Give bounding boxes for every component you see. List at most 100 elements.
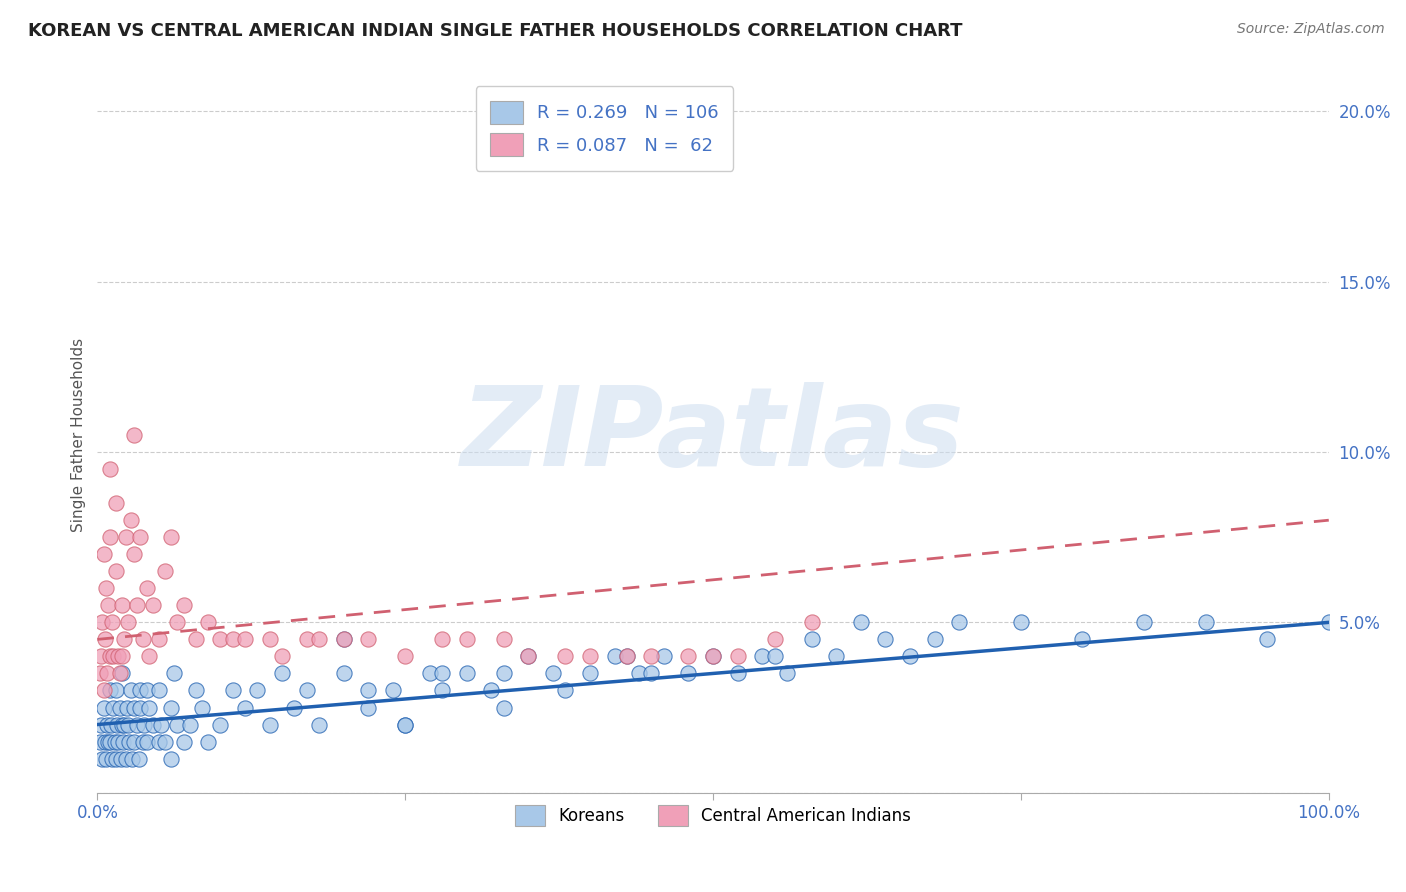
Point xyxy=(117,717,139,731)
Point xyxy=(115,700,138,714)
Point xyxy=(197,734,219,748)
Point xyxy=(114,717,136,731)
Point xyxy=(124,547,146,561)
Point xyxy=(96,717,118,731)
Point xyxy=(138,700,160,714)
Point xyxy=(166,615,188,630)
Point xyxy=(246,683,269,698)
Point xyxy=(1010,615,1032,630)
Point xyxy=(197,615,219,630)
Point xyxy=(110,751,132,765)
Point xyxy=(678,666,700,681)
Point xyxy=(90,649,112,664)
Point xyxy=(209,632,232,647)
Point xyxy=(616,649,638,664)
Point xyxy=(554,649,576,664)
Point xyxy=(800,632,823,647)
Point xyxy=(107,649,129,664)
Point xyxy=(125,599,148,613)
Point xyxy=(97,734,120,748)
Point xyxy=(120,513,142,527)
Point xyxy=(89,734,111,748)
Point xyxy=(93,547,115,561)
Point xyxy=(751,649,773,664)
Point xyxy=(430,683,453,698)
Point xyxy=(96,666,118,681)
Point xyxy=(153,564,176,578)
Point xyxy=(295,632,318,647)
Point xyxy=(184,683,207,698)
Point xyxy=(129,530,152,544)
Point xyxy=(135,582,157,596)
Point xyxy=(132,734,155,748)
Point xyxy=(727,649,749,664)
Point xyxy=(209,717,232,731)
Point xyxy=(456,666,478,681)
Point xyxy=(111,717,134,731)
Point xyxy=(271,666,294,681)
Point xyxy=(104,683,127,698)
Point xyxy=(98,530,121,544)
Point xyxy=(98,462,121,476)
Point xyxy=(295,683,318,698)
Point xyxy=(875,632,897,647)
Point xyxy=(800,615,823,630)
Point xyxy=(456,632,478,647)
Point xyxy=(652,649,675,664)
Point xyxy=(114,632,136,647)
Point xyxy=(148,683,170,698)
Point xyxy=(134,717,156,731)
Point xyxy=(727,666,749,681)
Point xyxy=(100,717,122,731)
Point xyxy=(142,717,165,731)
Point xyxy=(222,683,245,698)
Point xyxy=(259,717,281,731)
Point xyxy=(150,717,173,731)
Point xyxy=(112,734,135,748)
Point xyxy=(541,666,564,681)
Y-axis label: Single Father Households: Single Father Households xyxy=(72,338,86,533)
Point xyxy=(357,683,380,698)
Point xyxy=(332,632,354,647)
Point xyxy=(114,530,136,544)
Point xyxy=(104,496,127,510)
Point xyxy=(308,632,330,647)
Point xyxy=(117,615,139,630)
Point xyxy=(271,649,294,664)
Point xyxy=(763,649,786,664)
Point xyxy=(517,649,540,664)
Point xyxy=(129,683,152,698)
Point xyxy=(173,599,195,613)
Point xyxy=(93,700,115,714)
Point xyxy=(283,700,305,714)
Point xyxy=(153,734,176,748)
Point xyxy=(430,666,453,681)
Point xyxy=(98,683,121,698)
Point xyxy=(128,751,150,765)
Point xyxy=(948,615,970,630)
Point xyxy=(430,632,453,647)
Point xyxy=(332,632,354,647)
Point xyxy=(702,649,724,664)
Point xyxy=(184,632,207,647)
Text: Source: ZipAtlas.com: Source: ZipAtlas.com xyxy=(1237,22,1385,37)
Point xyxy=(90,717,112,731)
Point xyxy=(108,666,131,681)
Point xyxy=(481,683,503,698)
Point xyxy=(179,717,201,731)
Point xyxy=(98,649,121,664)
Legend: Koreans, Central American Indians: Koreans, Central American Indians xyxy=(506,797,920,834)
Point xyxy=(1194,615,1216,630)
Point xyxy=(118,734,141,748)
Point xyxy=(1133,615,1156,630)
Point xyxy=(394,717,416,731)
Point xyxy=(517,649,540,664)
Point xyxy=(825,649,848,664)
Point xyxy=(1317,615,1340,630)
Point xyxy=(94,582,117,596)
Point xyxy=(93,632,115,647)
Point xyxy=(93,734,115,748)
Point xyxy=(173,734,195,748)
Point xyxy=(898,649,921,664)
Point xyxy=(492,666,515,681)
